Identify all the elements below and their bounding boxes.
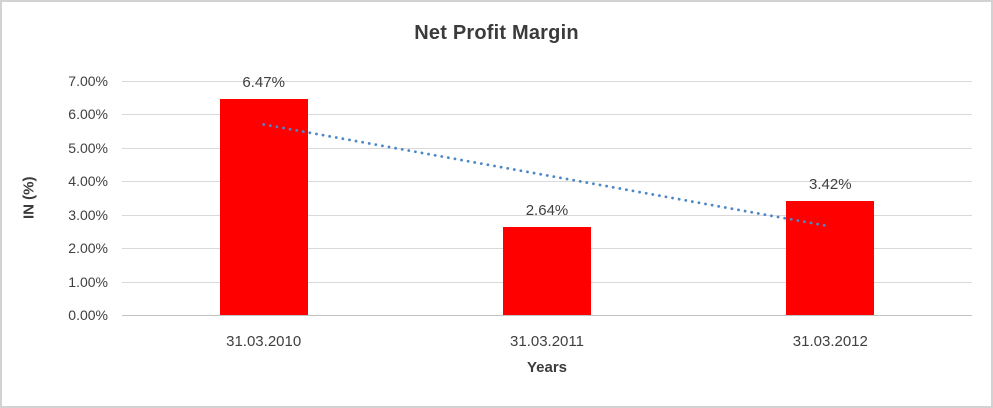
y-tick-label: 2.00% — [68, 240, 108, 257]
bar-data-label: 2.64% — [525, 201, 569, 219]
y-tick-label: 1.00% — [68, 273, 108, 290]
bar-data-label: 6.47% — [242, 73, 285, 91]
y-tick-label: 7.00% — [68, 73, 108, 89]
y-tick-label: 3.00% — [68, 206, 108, 223]
bar — [786, 200, 875, 315]
x-axis-line — [122, 315, 972, 316]
y-tick-label: 0.00% — [68, 307, 108, 323]
x-axis-title: Years — [526, 359, 568, 376]
y-tick-label: 5.00% — [68, 139, 108, 156]
bar — [219, 98, 308, 315]
y-tick-label: 4.00% — [68, 173, 108, 190]
x-tick-label: 31.03.2011 — [510, 333, 584, 350]
x-tick-label: 31.03.2012 — [792, 333, 868, 350]
x-tick-label: 31.03.2010 — [226, 333, 302, 350]
gridline — [122, 114, 972, 116]
bar — [503, 226, 591, 315]
gridline — [122, 81, 972, 82]
chart-title: Net Profit Margin — [414, 22, 579, 44]
bar-data-label: 3.42% — [809, 175, 852, 193]
y-tick-label: 6.00% — [68, 106, 108, 123]
